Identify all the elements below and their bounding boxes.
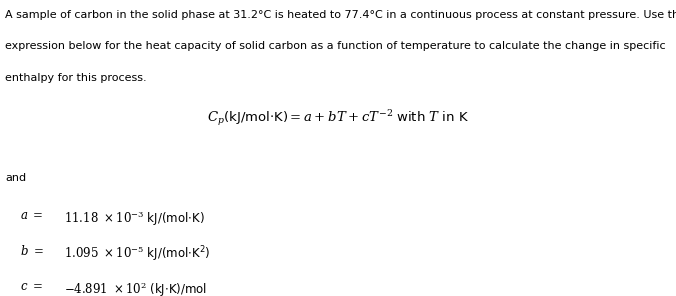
- Text: $-4.891\ \times 10^{2}\ \mathregular{(kJ{\cdot}K)/mol}$: $-4.891\ \times 10^{2}\ \mathregular{(kJ…: [64, 280, 208, 296]
- Text: A sample of carbon in the solid phase at 31.2°C is heated to 77.4°C in a continu: A sample of carbon in the solid phase at…: [5, 10, 676, 20]
- Text: $11.18\ \times 10^{-3}\ \mathregular{kJ/(mol{\cdot}K)}$: $11.18\ \times 10^{-3}\ \mathregular{kJ/…: [64, 209, 205, 228]
- Text: $b\ =$: $b\ =$: [20, 244, 45, 258]
- Text: $c\ =$: $c\ =$: [20, 280, 43, 293]
- Text: $C_p\mathregular{(kJ/mol{\cdot}K)} = a + bT + cT^{-2}\ \mathregular{with}\ T\ \m: $C_p\mathregular{(kJ/mol{\cdot}K)} = a +…: [207, 108, 469, 128]
- Text: expression below for the heat capacity of solid carbon as a function of temperat: expression below for the heat capacity o…: [5, 41, 666, 52]
- Text: $1.095\ \times 10^{-5}\ \mathregular{kJ/(mol{\cdot}K^{2})}$: $1.095\ \times 10^{-5}\ \mathregular{kJ/…: [64, 244, 211, 263]
- Text: $a\ =$: $a\ =$: [20, 209, 44, 222]
- Text: and: and: [5, 173, 26, 183]
- Text: enthalpy for this process.: enthalpy for this process.: [5, 73, 147, 83]
